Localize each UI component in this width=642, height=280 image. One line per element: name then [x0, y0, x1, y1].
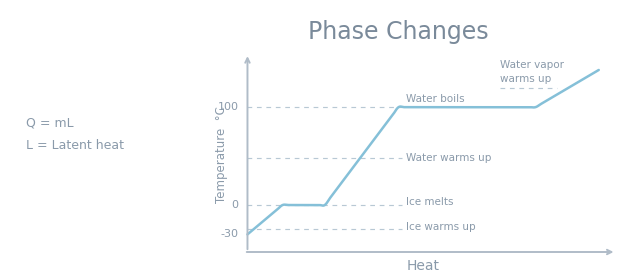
Text: 100: 100	[218, 102, 239, 112]
Text: Ice warms up: Ice warms up	[406, 221, 475, 232]
Text: Temperature  °C: Temperature °C	[214, 106, 228, 202]
Text: -30: -30	[221, 229, 239, 239]
Text: Water boils: Water boils	[406, 94, 464, 104]
Text: Q = mL
L = Latent heat: Q = mL L = Latent heat	[26, 117, 124, 152]
Text: Water vapor
warms up: Water vapor warms up	[500, 60, 564, 84]
Text: Heat: Heat	[406, 259, 440, 273]
Text: Phase Changes: Phase Changes	[308, 20, 489, 44]
Text: 0: 0	[232, 200, 239, 210]
Text: Ice melts: Ice melts	[406, 197, 453, 207]
Text: Water warms up: Water warms up	[406, 153, 491, 163]
